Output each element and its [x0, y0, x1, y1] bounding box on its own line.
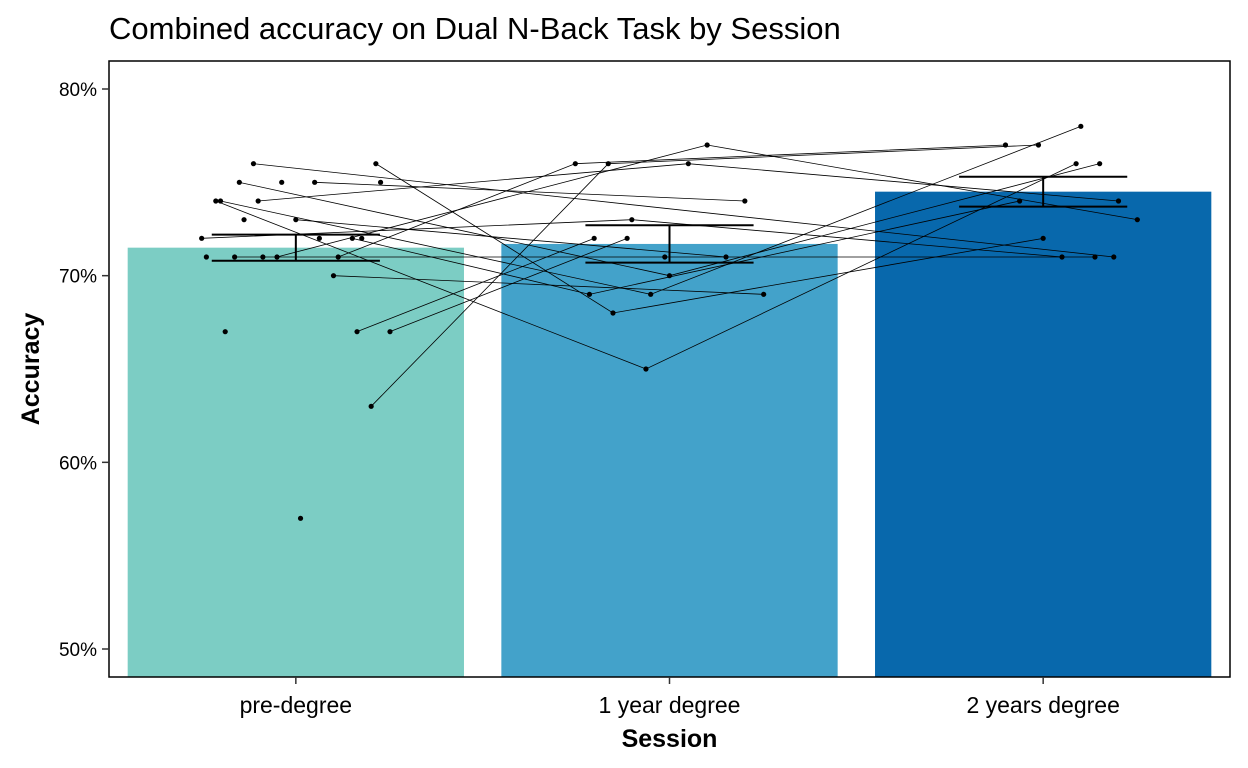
error-bar-2: [585, 224, 754, 264]
participant-point-14-3: [1059, 254, 1065, 260]
participant-line-7: [333, 275, 764, 295]
participant-point-10-2: [704, 142, 710, 148]
participant-point-5-1: [368, 403, 374, 409]
participant-points-layer: [199, 123, 1140, 521]
participant-point-10-3: [1134, 217, 1140, 223]
participant-point-9-1: [293, 217, 299, 223]
participant-point-6-2: [586, 291, 593, 297]
participant-point-2-2: [662, 254, 668, 260]
participant-point-17-1: [335, 254, 341, 260]
participant-point-2-3: [1092, 254, 1098, 260]
participant-line-9: [295, 219, 727, 258]
participant-point-21-1: [260, 254, 266, 260]
participant-point-12-3: [1097, 161, 1103, 167]
participant-point-14-2: [629, 217, 635, 223]
participant-point-15-3: [1040, 235, 1046, 241]
participant-point-5-3: [1035, 142, 1042, 148]
participant-point-8-2: [742, 198, 748, 204]
y-tick-label: 80%: [59, 80, 97, 101]
participant-point-11-3: [1115, 198, 1122, 204]
participant-point-1-2: [1111, 254, 1117, 260]
x-tick-label: pre-degree: [240, 692, 353, 718]
participant-point-14-1: [199, 235, 205, 241]
participant-point-4-1: [387, 329, 393, 335]
x-tick-label: 1 year degree: [599, 692, 741, 718]
participant-point-8-1: [312, 179, 318, 185]
chart-title: Combined accuracy on Dual N-Back Task by…: [109, 11, 841, 46]
participant-point-24-1: [203, 254, 209, 260]
participant-point-15-2: [610, 310, 616, 316]
participant-point-16-1: [354, 329, 360, 335]
participant-point-5-2: [605, 161, 611, 167]
participant-point-10-1: [274, 254, 280, 260]
bar-3: [875, 191, 1212, 677]
participant-point-3-1: [213, 198, 219, 204]
participant-point-18-1: [316, 235, 322, 241]
y-tick-label: 50%: [59, 640, 97, 661]
participant-point-13-1: [217, 198, 224, 204]
participant-point-11-1: [255, 198, 261, 204]
participant-point-16-2: [591, 235, 597, 241]
participant-point-17-3: [1002, 142, 1009, 148]
participant-line-4: [389, 237, 628, 333]
participant-point-6-3: [1017, 198, 1023, 204]
bar-2: [501, 243, 838, 677]
y-tick-label: 60%: [59, 453, 97, 474]
x-axis: pre-degree 1 year degree 2 years degree: [240, 677, 1120, 718]
y-axis: 50% 60% 70% 80%: [59, 80, 109, 661]
participant-line-8: [314, 181, 745, 202]
participant-point-17-2: [572, 161, 578, 167]
participant-point-12-1: [236, 179, 242, 185]
participant-point-9-2: [723, 254, 729, 260]
participant-point-15-1: [373, 161, 379, 167]
participant-point-26-1: [359, 235, 365, 241]
error-bar-3: [959, 175, 1128, 208]
participant-line-1: [253, 163, 1114, 258]
participant-point-20-1: [279, 179, 285, 185]
participant-point-25-1: [377, 179, 384, 185]
participant-point-7-2: [761, 291, 767, 297]
participant-point-4-2: [624, 235, 630, 241]
participant-point-2-1: [232, 254, 238, 260]
participant-point-19-1: [297, 515, 304, 521]
participant-point-3-2: [643, 366, 649, 372]
participant-point-13-3: [1078, 123, 1084, 129]
participant-point-13-2: [648, 291, 654, 297]
participant-point-6-1: [349, 235, 355, 241]
participant-point-22-1: [241, 217, 247, 223]
x-tick-label: 2 years degree: [966, 692, 1119, 718]
participant-point-3-3: [1073, 161, 1079, 167]
participant-point-1-1: [250, 161, 257, 167]
bars-layer: [127, 191, 1212, 677]
participant-point-7-1: [330, 273, 337, 279]
y-axis-title: Accuracy: [17, 313, 45, 426]
participant-point-23-1: [222, 329, 228, 335]
participant-point-12-2: [666, 273, 673, 279]
y-tick-label: 70%: [59, 267, 97, 288]
participant-point-11-2: [685, 161, 691, 167]
x-axis-title: Session: [622, 725, 718, 753]
participant-line-16: [356, 237, 595, 333]
bar-1: [127, 247, 464, 677]
